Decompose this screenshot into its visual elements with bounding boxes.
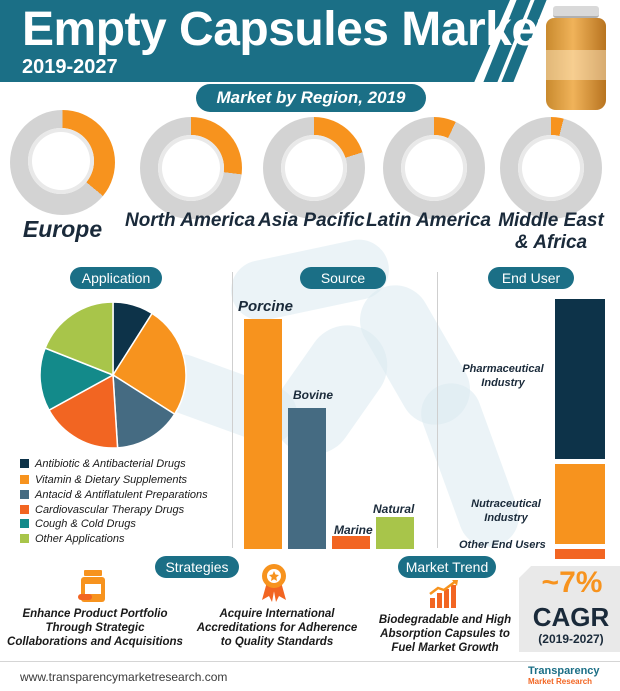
region-donut-latin-america	[383, 117, 485, 219]
region-label-north-america: North America	[125, 210, 256, 231]
background-capsule	[412, 374, 528, 556]
end-user-label-pharmaceutical: Pharmaceutical Industry	[462, 363, 544, 389]
brand-logo-line1: Transparency	[528, 665, 600, 677]
legend-label: Other Applications	[35, 533, 125, 545]
source-bar-marine	[332, 536, 370, 549]
region-donut-asia-pacific	[263, 117, 365, 219]
capsule-bottle-icon	[78, 570, 105, 602]
region-donut-north-america	[140, 117, 242, 219]
legend-label: Antibiotic & Antibacterial Drugs	[35, 458, 186, 470]
legend-swatch	[20, 505, 29, 514]
pie-slice	[39, 347, 115, 412]
pie-slice	[112, 373, 176, 449]
strategy-text-accreditation: Acquire International Accreditations for…	[196, 608, 358, 648]
region-section-title: Market by Region, 2019	[196, 84, 426, 112]
legend-swatch	[20, 475, 29, 484]
capsule-bottle-icon	[546, 18, 606, 110]
legend-label: Cardiovascular Therapy Drugs	[35, 504, 185, 516]
growth-chart-icon	[429, 580, 458, 608]
market-trend-text: Biodegradable and High Absorption Capsul…	[378, 614, 512, 654]
pie-slice	[44, 301, 114, 377]
legend-swatch	[20, 459, 29, 468]
page-subtitle-years: 2019-2027	[22, 56, 118, 78]
application-section-title: Application	[70, 267, 162, 289]
source-label-natural: Natural	[373, 502, 415, 516]
region-label-latin-america: Latin America	[366, 210, 491, 231]
legend-label: Cough & Cold Drugs	[35, 518, 136, 530]
bottle-label	[546, 50, 606, 80]
legend-item-antibiotic: Antibiotic & Antibacterial Drugs	[20, 458, 186, 470]
title-banner	[0, 0, 510, 82]
application-pie-chart	[39, 301, 187, 449]
source-label-porcine: Porcine	[238, 298, 294, 315]
source-bar-bovine	[288, 408, 326, 549]
region-label-middle-east-africa: Middle East & Africa	[498, 210, 604, 253]
region-donut-europe	[10, 110, 115, 215]
end-user-bar-other	[555, 549, 605, 559]
source-bar-natural	[376, 517, 414, 549]
legend-item-antacid: Antacid & Antiflatulent Preparations	[20, 489, 208, 501]
legend-item-other: Other Applications	[20, 533, 124, 545]
end-user-bar-pharmaceutical	[555, 299, 605, 459]
section-divider	[437, 272, 438, 548]
legend-item-vitamin: Vitamin & Dietary Supplements	[20, 474, 187, 486]
legend-item-cough-cold: Cough & Cold Drugs	[20, 518, 136, 530]
strategies-section-title: Strategies	[155, 556, 239, 578]
footer-divider	[0, 661, 620, 662]
pie-slice	[111, 312, 187, 416]
brand-logo-line2: Market Research	[528, 677, 593, 686]
market-trend-section-title: Market Trend	[398, 556, 496, 578]
source-bar-porcine	[244, 319, 282, 549]
bottle-cap-icon	[553, 6, 599, 18]
region-label-asia-pacific: Asia Pacific	[258, 210, 365, 231]
cagr-period: (2019-2027)	[538, 632, 604, 646]
region-donut-middle-east-africa	[500, 117, 602, 219]
award-ribbon-icon	[262, 564, 286, 602]
source-section-title: Source	[300, 267, 386, 289]
legend-label: Antacid & Antiflatulent Preparations	[35, 489, 208, 501]
legend-swatch	[20, 519, 29, 528]
strategy-text-portfolio: Enhance Product Portfolio Through Strate…	[7, 608, 183, 648]
region-label-europe: Europe	[22, 216, 103, 242]
cagr-label: CAGR	[532, 602, 610, 632]
page-title: Empty Capsules Market	[22, 3, 554, 56]
footer-url[interactable]: www.transparencymarketresearch.com	[20, 670, 228, 684]
end-user-section-title: End User	[488, 267, 574, 289]
end-user-label-other: Other End Users	[459, 539, 546, 551]
pie-slice	[48, 373, 119, 449]
cagr-value: ~7%	[541, 566, 603, 599]
end-user-bar-nutraceutical	[555, 464, 605, 544]
source-label-bovine: Bovine	[293, 388, 334, 402]
legend-swatch	[20, 490, 29, 499]
section-divider	[232, 272, 233, 548]
end-user-label-nutraceutical: Nutraceutical Industry	[471, 498, 541, 524]
legend-swatch	[20, 534, 29, 543]
cagr-box	[519, 566, 620, 652]
legend-label: Vitamin & Dietary Supplements	[35, 474, 188, 486]
brand-logo: Transparency Market Research	[528, 665, 600, 687]
legend-item-cardiovascular: Cardiovascular Therapy Drugs	[20, 504, 184, 516]
source-label-marine: Marine	[334, 523, 373, 537]
